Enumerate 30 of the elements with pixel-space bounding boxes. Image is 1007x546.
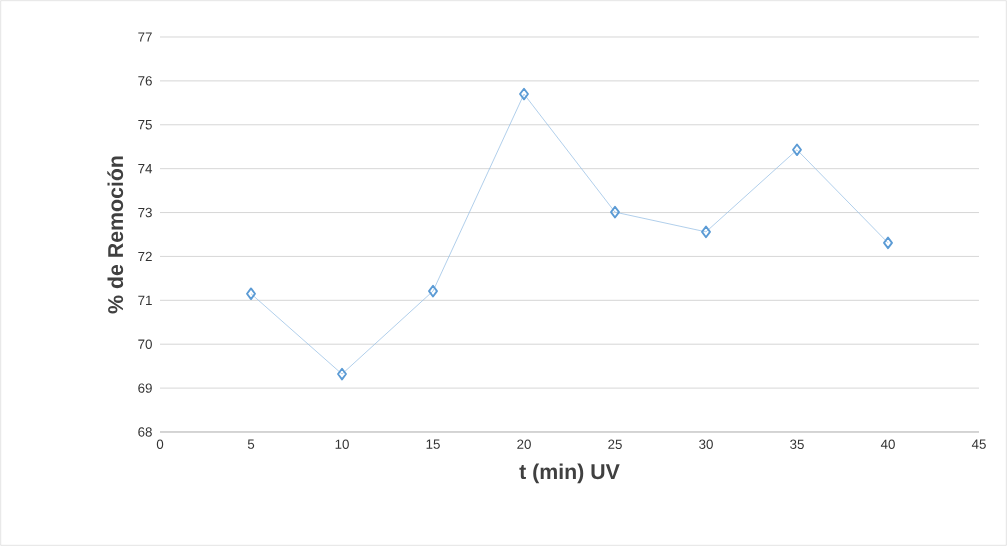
point — [337, 367, 347, 381]
x-axis-title: t (min) UV — [519, 463, 620, 484]
x-tick-label: 45 — [971, 439, 986, 449]
y-tick-label: 71 — [138, 295, 152, 305]
y-tick-label: 69 — [138, 383, 152, 393]
point — [428, 284, 438, 298]
y-axis-title: % de Remoción — [107, 156, 124, 314]
point — [883, 236, 893, 250]
x-tick-label: 10 — [335, 439, 349, 449]
point — [246, 287, 256, 301]
y-tick-label: 76 — [138, 76, 152, 86]
y-tick-label: 73 — [138, 207, 152, 218]
y-tick-label: 75 — [138, 120, 152, 130]
x-tick-label: 30 — [699, 439, 713, 449]
point — [701, 225, 711, 239]
point — [519, 87, 529, 101]
point — [792, 143, 802, 157]
x-tick-label: 0 — [156, 439, 164, 449]
x-tick-label: 40 — [880, 439, 895, 449]
x-tick-label: 25 — [608, 439, 622, 449]
y-tick-label: 77 — [138, 32, 152, 42]
x-tick-label: 20 — [517, 439, 531, 449]
x-tick-label: 15 — [426, 439, 440, 449]
y-tick-label: 70 — [138, 339, 152, 349]
y-tick-label: 68 — [138, 427, 152, 437]
x-tick-label: 5 — [247, 439, 255, 449]
x-tick-label: 35 — [790, 439, 804, 449]
y-tick-label: 74 — [138, 164, 153, 174]
point — [610, 205, 620, 219]
y-tick-label: 72 — [138, 251, 152, 262]
